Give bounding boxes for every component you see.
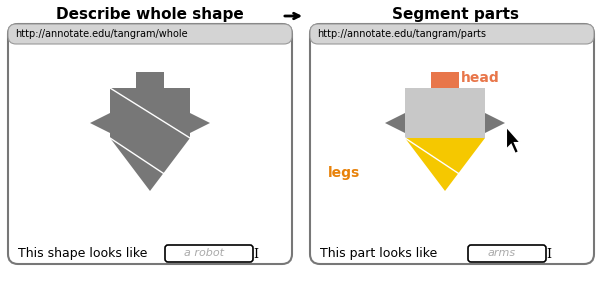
Polygon shape — [110, 138, 190, 191]
Polygon shape — [405, 138, 485, 191]
Text: I: I — [253, 247, 258, 261]
Text: http://annotate.edu/tangram/whole: http://annotate.edu/tangram/whole — [15, 29, 188, 39]
Polygon shape — [190, 113, 210, 133]
Text: Describe whole shape: Describe whole shape — [56, 7, 244, 22]
Text: Segment parts: Segment parts — [391, 7, 518, 22]
FancyBboxPatch shape — [8, 24, 292, 44]
FancyBboxPatch shape — [468, 245, 546, 262]
Bar — [110, 88, 190, 138]
Polygon shape — [385, 113, 405, 133]
FancyBboxPatch shape — [8, 24, 292, 264]
FancyBboxPatch shape — [310, 24, 594, 264]
Text: arms: arms — [488, 249, 516, 259]
Text: This shape looks like: This shape looks like — [18, 247, 151, 261]
Text: This part looks like: This part looks like — [320, 247, 441, 261]
Bar — [136, 72, 164, 90]
Text: head: head — [461, 71, 500, 85]
Polygon shape — [485, 113, 505, 133]
Bar — [405, 88, 485, 138]
Text: I: I — [547, 247, 551, 261]
Text: legs: legs — [328, 166, 360, 180]
FancyBboxPatch shape — [310, 24, 594, 44]
Polygon shape — [506, 126, 521, 154]
Text: a robot: a robot — [184, 249, 224, 259]
FancyBboxPatch shape — [165, 245, 253, 262]
Text: http://annotate.edu/tangram/parts: http://annotate.edu/tangram/parts — [317, 29, 486, 39]
Polygon shape — [90, 113, 110, 133]
Bar — [431, 72, 459, 90]
